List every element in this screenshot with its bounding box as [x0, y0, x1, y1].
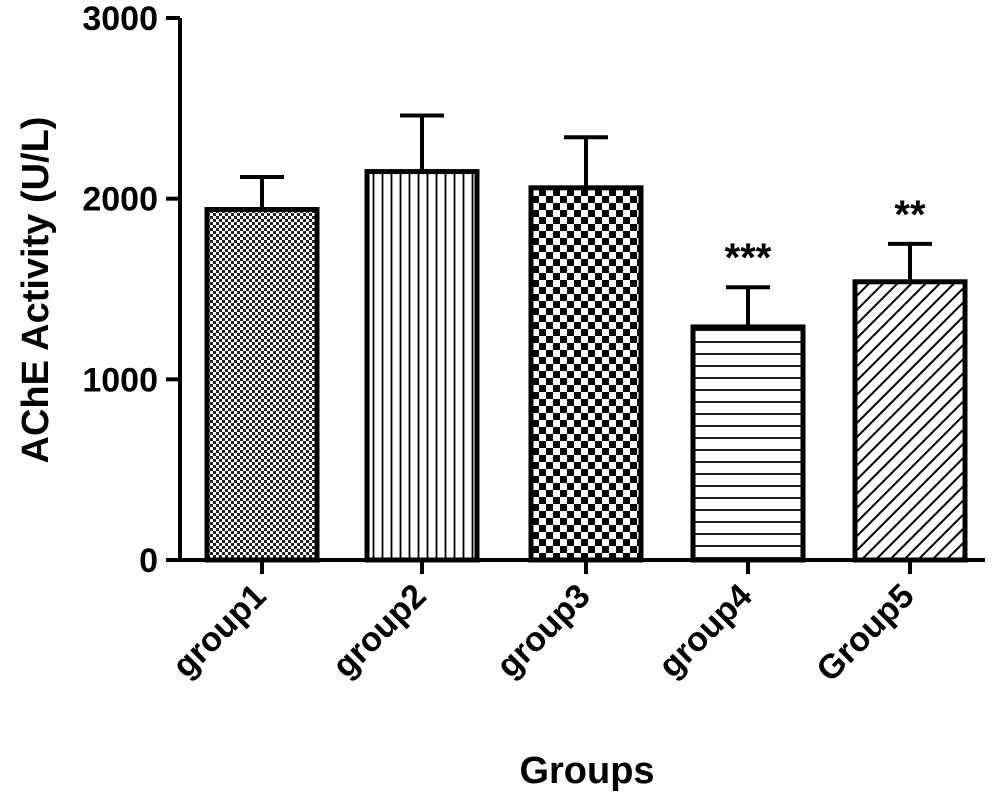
- y-tick-label: 3000: [82, 0, 158, 38]
- bar-group1: [204, 207, 320, 563]
- significance-label: **: [894, 193, 926, 237]
- significance-label: ***: [725, 236, 772, 280]
- y-tick-label: 2000: [82, 181, 158, 219]
- bar-Group5: [852, 279, 968, 563]
- y-tick-label: 0: [139, 542, 158, 580]
- y-axis-label: AChE Activity (U/L): [15, 117, 57, 464]
- x-tick-label: group3: [489, 577, 597, 685]
- bar-group3: [528, 185, 644, 563]
- x-tick-label: Group5: [809, 577, 921, 689]
- y-tick-label: 1000: [82, 361, 158, 399]
- x-axis-label: Groups: [519, 750, 654, 792]
- x-tick-label: group4: [651, 577, 759, 685]
- x-tick-label: group1: [165, 577, 273, 685]
- bar-group4: [690, 324, 806, 563]
- x-tick-label: group2: [325, 577, 433, 685]
- bar-group2: [364, 169, 480, 563]
